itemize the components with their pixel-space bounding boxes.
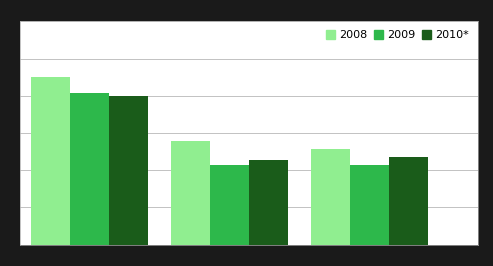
Bar (249, 160, 288, 245)
Legend: 2008, 2009, 2010*: 2008, 2009, 2010* (322, 27, 473, 44)
Bar (210, 165, 249, 245)
Bar (171, 141, 210, 245)
Bar (32, 77, 70, 245)
Bar (311, 149, 350, 245)
Bar (70, 93, 109, 245)
Bar (389, 157, 428, 245)
Bar (109, 96, 148, 245)
Bar (350, 165, 389, 245)
